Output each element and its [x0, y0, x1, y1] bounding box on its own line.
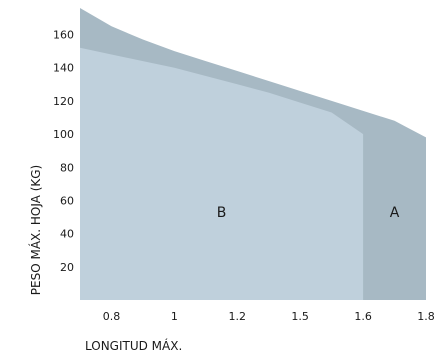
y-axis-ticks: 20 40 60 80 100 120 140 160 — [53, 29, 74, 274]
y-tick-label: 40 — [60, 228, 74, 241]
y-tick-label: 20 — [60, 261, 74, 274]
series-label-a: A — [390, 205, 400, 221]
x-tick-label: 1.8 — [417, 310, 435, 323]
series-label-b: B — [217, 205, 227, 221]
chart-areas — [80, 8, 426, 300]
x-axis-ticks: 0.8 1 1.2 1.5 1.6 1.8 — [103, 310, 435, 323]
y-tick-label: 80 — [60, 161, 74, 174]
x-tick-label: 0.8 — [103, 310, 121, 323]
x-tick-label: 1 — [171, 310, 178, 323]
y-tick-label: 160 — [53, 29, 74, 42]
y-tick-label: 140 — [53, 62, 74, 75]
x-tick-label: 1.6 — [354, 310, 372, 323]
x-axis-label: LONGITUD MÁX. — [85, 338, 182, 353]
y-tick-label: 100 — [53, 128, 74, 141]
y-tick-label: 60 — [60, 194, 74, 207]
y-tick-label: 120 — [53, 95, 74, 108]
y-axis-label: PESO MÁX. HOJA (KG) — [28, 165, 43, 295]
x-tick-label: 1.5 — [291, 310, 309, 323]
series-area-b — [80, 47, 364, 300]
x-tick-label: 1.2 — [229, 310, 247, 323]
